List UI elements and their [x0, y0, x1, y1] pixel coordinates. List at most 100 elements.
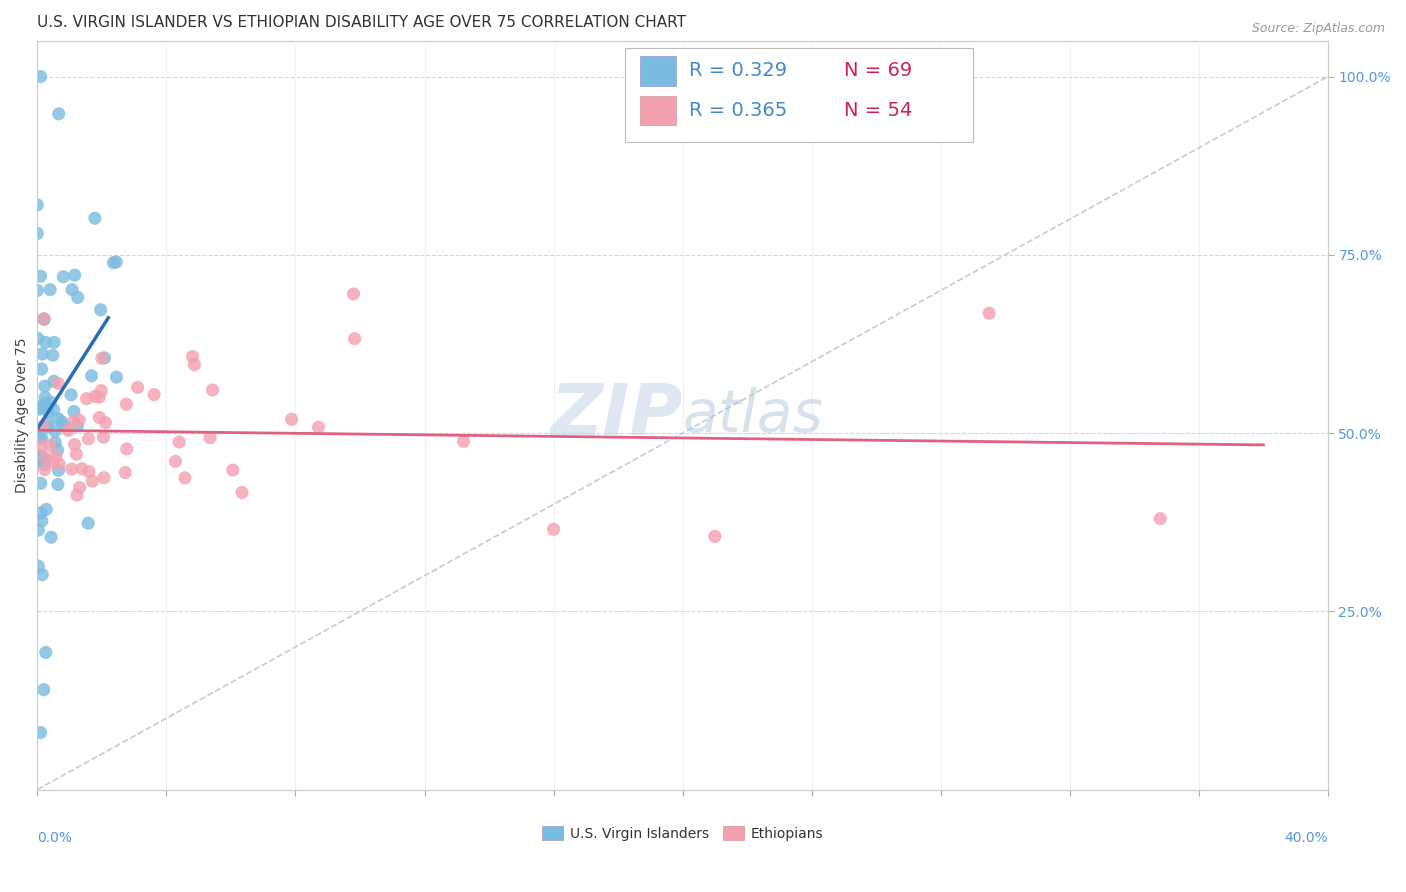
Point	[52, 269, 75, 284]
Text: U.S. VIRGIN ISLANDER VS ETHIOPIAN DISABILITY AGE OVER 75 CORRELATION CHART: U.S. VIRGIN ISLANDER VS ETHIOPIAN DISABI…	[38, 15, 686, 30]
Point	[34, 391, 56, 405]
Point	[69, 481, 91, 495]
Point	[93, 471, 115, 485]
Point	[30, 725, 52, 739]
Y-axis label: Disability Age Over 75: Disability Age Over 75	[15, 337, 30, 493]
Point	[27, 331, 49, 345]
Point	[34, 450, 56, 465]
Point	[27, 284, 49, 298]
Point	[37, 405, 59, 419]
Point	[27, 523, 49, 537]
Text: N = 54: N = 54	[844, 101, 912, 120]
Point	[42, 374, 65, 388]
Point	[167, 435, 190, 450]
Point	[63, 404, 86, 418]
Point	[84, 211, 107, 226]
Point	[80, 368, 103, 383]
Point	[82, 474, 104, 488]
Point	[66, 290, 89, 304]
Point	[114, 466, 136, 480]
Point	[35, 502, 58, 516]
Point	[60, 283, 83, 297]
Point	[231, 485, 253, 500]
Text: N = 69: N = 69	[844, 62, 912, 80]
Point	[30, 269, 52, 284]
Point	[89, 390, 111, 404]
Point	[31, 439, 53, 453]
Text: Source: ZipAtlas.com: Source: ZipAtlas.com	[1251, 22, 1385, 36]
Point	[32, 311, 55, 326]
Point	[30, 454, 52, 468]
Point	[44, 424, 66, 438]
Point	[32, 312, 55, 326]
Point	[70, 462, 93, 476]
Point	[39, 283, 62, 297]
Point	[31, 362, 53, 376]
Point	[34, 379, 56, 393]
Point	[34, 458, 56, 472]
Point	[84, 389, 107, 403]
Point	[45, 450, 67, 464]
Point	[39, 395, 62, 409]
Point	[32, 312, 55, 326]
Text: atlas: atlas	[683, 387, 824, 443]
Text: 40.0%: 40.0%	[1284, 830, 1327, 845]
Point	[31, 398, 53, 412]
Point	[34, 453, 56, 467]
Point	[27, 227, 49, 241]
Point	[198, 431, 221, 445]
Point	[115, 397, 138, 411]
Point	[32, 682, 55, 697]
Point	[60, 462, 83, 476]
Point	[93, 351, 115, 365]
Bar	[640, 95, 676, 126]
Text: R = 0.329: R = 0.329	[689, 62, 787, 80]
Point	[48, 463, 70, 477]
Text: R = 0.365: R = 0.365	[689, 101, 787, 120]
FancyBboxPatch shape	[624, 48, 973, 142]
Point	[77, 432, 100, 446]
Point	[280, 412, 302, 426]
Point	[30, 476, 52, 491]
Point	[105, 370, 128, 384]
Point	[94, 416, 117, 430]
Point	[39, 439, 62, 453]
Point	[979, 306, 1001, 320]
Point	[31, 514, 53, 528]
Point	[183, 358, 205, 372]
Point	[46, 477, 69, 491]
Point	[48, 107, 70, 121]
Point	[90, 351, 112, 366]
Point	[31, 567, 53, 582]
Point	[67, 413, 90, 427]
Point	[31, 347, 53, 361]
Point	[77, 516, 100, 531]
Point	[93, 430, 115, 444]
Legend: U.S. Virgin Islanders, Ethiopians: U.S. Virgin Islanders, Ethiopians	[537, 821, 828, 847]
Point	[28, 402, 51, 417]
Point	[30, 506, 52, 520]
Point	[34, 335, 56, 350]
Point	[65, 447, 87, 461]
Point	[174, 471, 197, 485]
Point	[46, 376, 69, 391]
Point	[103, 255, 125, 269]
Point	[51, 415, 73, 429]
Point	[222, 463, 245, 477]
Point	[62, 415, 84, 429]
Point	[58, 424, 80, 438]
Text: 0.0%: 0.0%	[38, 830, 72, 845]
Point	[39, 530, 62, 544]
Point	[42, 348, 65, 362]
Point	[37, 415, 59, 429]
Point	[127, 380, 149, 394]
Point	[42, 455, 65, 469]
Point	[27, 198, 49, 212]
Point	[76, 392, 98, 406]
Point	[44, 335, 66, 350]
Point	[46, 443, 69, 458]
Point	[32, 419, 55, 434]
Text: ZIP: ZIP	[550, 381, 683, 450]
Point	[77, 465, 100, 479]
Point	[27, 454, 49, 468]
